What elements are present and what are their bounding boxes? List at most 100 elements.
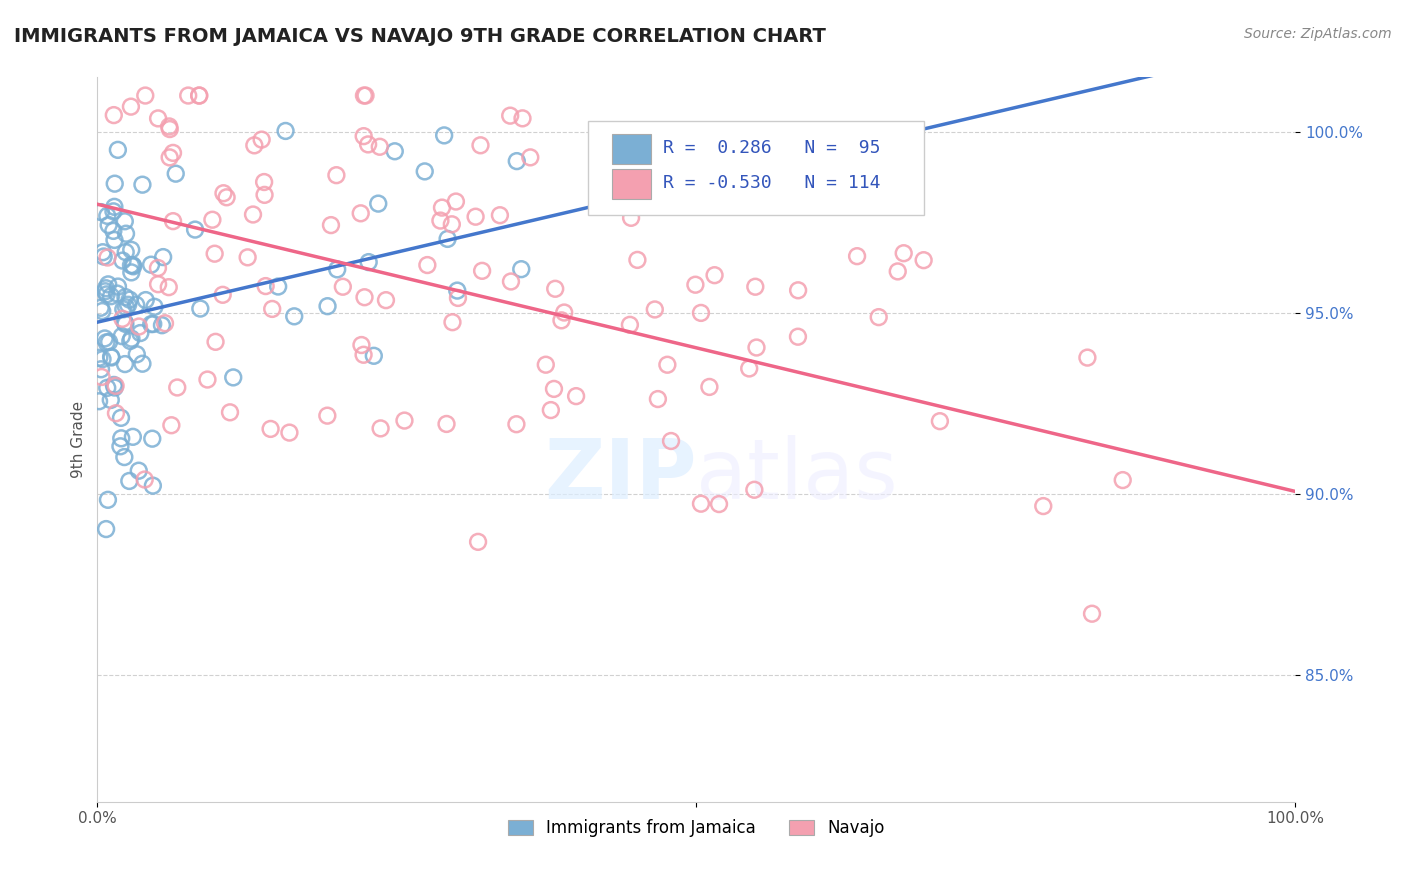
Point <box>112 450 135 464</box>
Point <box>114 357 136 371</box>
Point <box>1081 607 1104 621</box>
Point <box>745 341 768 355</box>
Point <box>204 334 226 349</box>
Point <box>243 138 266 153</box>
Point <box>110 410 132 425</box>
Point <box>103 108 125 122</box>
Point <box>188 301 211 316</box>
Point <box>135 293 157 307</box>
Text: Source: ZipAtlas.com: Source: ZipAtlas.com <box>1244 27 1392 41</box>
Point <box>868 310 890 325</box>
Point <box>353 348 375 362</box>
Point <box>114 317 136 331</box>
Point <box>94 281 117 295</box>
Point <box>118 293 141 307</box>
Point <box>159 122 181 136</box>
Point <box>707 497 730 511</box>
Point <box>146 260 169 275</box>
Point <box>787 283 810 297</box>
Point <box>416 258 439 272</box>
Point <box>150 318 173 333</box>
Point <box>96 335 118 350</box>
Point <box>120 334 142 348</box>
Point <box>367 196 389 211</box>
Point <box>267 279 290 293</box>
Point <box>112 302 135 317</box>
Point <box>690 306 713 320</box>
Point <box>104 406 127 420</box>
Point <box>111 329 134 343</box>
Point <box>363 349 385 363</box>
Point <box>699 380 721 394</box>
Point <box>121 259 143 273</box>
Text: R =  0.286   N =  95: R = 0.286 N = 95 <box>662 139 880 157</box>
Point <box>236 250 259 264</box>
Point <box>467 534 489 549</box>
Point <box>120 332 142 346</box>
Point <box>470 138 492 153</box>
Point <box>744 279 766 293</box>
Text: ZIP: ZIP <box>544 435 696 516</box>
Point <box>125 298 148 312</box>
Point <box>96 287 118 301</box>
Point <box>100 351 122 365</box>
Point <box>157 280 180 294</box>
FancyBboxPatch shape <box>613 134 651 164</box>
Point <box>188 88 211 103</box>
Text: R = -0.530   N = 114: R = -0.530 N = 114 <box>662 174 880 192</box>
Point <box>436 232 458 246</box>
Point <box>122 260 145 274</box>
Point <box>912 253 935 268</box>
Point <box>441 315 464 329</box>
Point <box>204 246 226 260</box>
Point <box>1076 351 1098 365</box>
Point <box>499 109 522 123</box>
Point <box>104 379 127 393</box>
Point <box>146 277 169 292</box>
Point <box>162 214 184 228</box>
Point <box>250 133 273 147</box>
Point <box>107 279 129 293</box>
Point <box>254 279 277 293</box>
Point <box>519 150 541 164</box>
Legend: Immigrants from Jamaica, Navajo: Immigrants from Jamaica, Navajo <box>501 813 891 844</box>
Point <box>141 432 163 446</box>
Point <box>326 262 349 277</box>
Point <box>103 204 125 219</box>
Point <box>647 392 669 406</box>
Point <box>97 277 120 292</box>
Point <box>703 268 725 283</box>
Point <box>104 177 127 191</box>
Point <box>160 418 183 433</box>
Point <box>626 252 648 267</box>
Point <box>544 282 567 296</box>
Point <box>512 112 534 126</box>
Point <box>115 227 138 241</box>
Point <box>153 316 176 330</box>
Point <box>489 208 512 222</box>
Point <box>464 210 486 224</box>
Point <box>96 209 118 223</box>
Point <box>357 255 380 269</box>
Point <box>90 205 112 219</box>
Point <box>1032 499 1054 513</box>
Point <box>430 201 453 215</box>
Point <box>429 213 451 227</box>
Point <box>350 206 373 220</box>
Point <box>394 413 416 427</box>
Point <box>100 392 122 407</box>
Point <box>114 245 136 260</box>
Point <box>134 88 156 103</box>
Text: atlas: atlas <box>696 435 898 516</box>
Point <box>440 217 463 231</box>
Point <box>201 212 224 227</box>
Point <box>316 409 339 423</box>
Point <box>87 394 110 409</box>
Point <box>1112 473 1135 487</box>
Point <box>97 492 120 507</box>
Point <box>120 258 142 272</box>
Point <box>120 243 142 257</box>
Point <box>565 389 588 403</box>
Point <box>319 218 342 232</box>
Point <box>253 187 276 202</box>
